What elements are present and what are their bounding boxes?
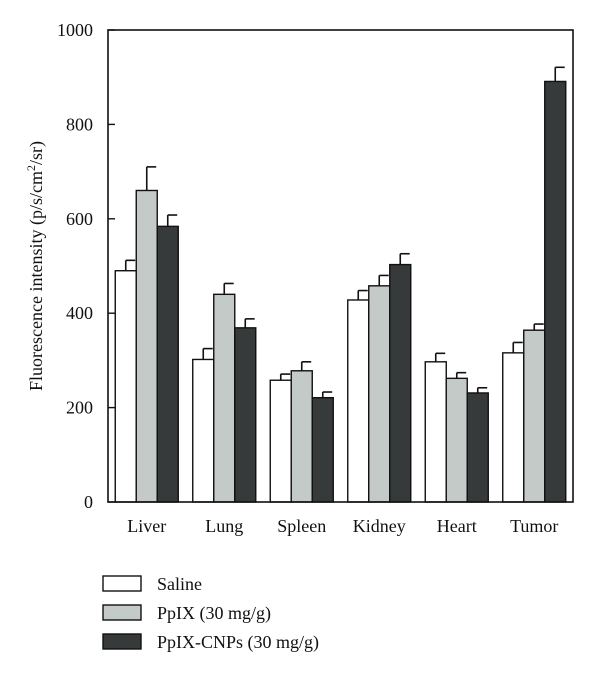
bars bbox=[114, 80, 567, 503]
y-axis-title-main: Fluorescence intensity (p/s/cm bbox=[26, 171, 47, 391]
bar-tumor-series-2 bbox=[523, 329, 546, 503]
bar-lung-series-1 bbox=[192, 358, 215, 503]
bar-heart-series-1 bbox=[424, 361, 447, 503]
x-tick-label-lung: Lung bbox=[205, 516, 243, 536]
bar-spleen-series-2 bbox=[290, 370, 313, 503]
bar-kidney-series-3 bbox=[389, 263, 412, 503]
bar-tumor-series-1 bbox=[502, 352, 525, 503]
x-tick-label-heart: Heart bbox=[437, 516, 477, 536]
y-axis-title-end: /sr) bbox=[26, 141, 47, 165]
legend-label-2: PpIX (30 mg/g) bbox=[157, 603, 271, 624]
bar-lung-series-3 bbox=[234, 327, 257, 503]
bar-kidney-series-2 bbox=[368, 285, 391, 503]
x-tick-label-tumor: Tumor bbox=[510, 516, 558, 536]
plot-frame bbox=[107, 29, 574, 503]
legend-swatch-3 bbox=[102, 633, 142, 650]
y-tick-label-600: 600 bbox=[66, 209, 93, 229]
y-tick-label-1000: 1000 bbox=[57, 20, 93, 40]
x-tick-label-liver: Liver bbox=[127, 516, 166, 536]
legend: Saline PpIX (30 mg/g) PpIX-CNPs (30 mg/g) bbox=[102, 574, 319, 653]
y-tick-label-400: 400 bbox=[66, 303, 93, 323]
bar-lung-series-2 bbox=[213, 293, 236, 503]
y-axis: 0 200 400 600 800 1000 bbox=[57, 20, 115, 512]
legend-label-1: Saline bbox=[157, 574, 202, 594]
bar-heart-series-2 bbox=[445, 377, 468, 503]
bar-kidney-series-1 bbox=[347, 299, 370, 503]
y-axis-title-superscript: 2 bbox=[24, 165, 38, 171]
error-bars bbox=[124, 66, 565, 398]
bar-heart-series-3 bbox=[466, 392, 489, 503]
legend-swatch-1 bbox=[102, 575, 142, 592]
y-tick-label-0: 0 bbox=[84, 492, 93, 512]
x-tick-label-kidney: Kidney bbox=[353, 516, 406, 536]
y-tick-label-200: 200 bbox=[66, 398, 93, 418]
legend-label-3: PpIX-CNPs (30 mg/g) bbox=[157, 632, 319, 653]
bar-spleen-series-1 bbox=[269, 379, 292, 503]
bar-liver-series-3 bbox=[156, 225, 179, 503]
legend-swatch-2 bbox=[102, 604, 142, 621]
bar-liver-series-2 bbox=[135, 189, 158, 503]
x-axis: Liver Lung Spleen Kidney Heart Tumor bbox=[127, 516, 558, 536]
y-axis-title: Fluorescence intensity (p/s/cm2/sr) bbox=[24, 141, 47, 391]
bar-tumor-series-3 bbox=[544, 80, 567, 503]
x-tick-label-spleen: Spleen bbox=[277, 516, 326, 536]
bar-liver-series-1 bbox=[114, 270, 137, 503]
y-tick-label-800: 800 bbox=[66, 114, 93, 134]
bar-spleen-series-3 bbox=[311, 396, 334, 503]
